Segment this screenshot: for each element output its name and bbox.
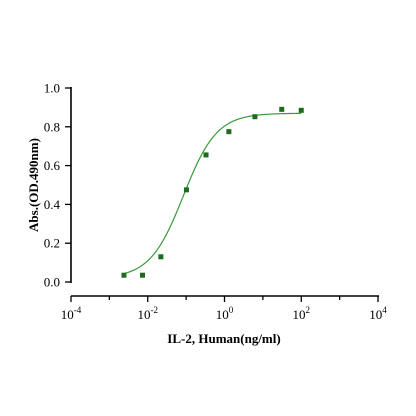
data-point <box>158 254 164 260</box>
x-tick-label: 100 <box>216 305 234 322</box>
y-tick-label: 0.0 <box>44 275 60 290</box>
y-tick-label: 0.2 <box>44 236 60 251</box>
plot-area <box>121 106 304 278</box>
data-point <box>252 114 258 120</box>
x-tick-exponent: 4 <box>382 305 387 315</box>
x-tick-base: 10 <box>61 307 74 322</box>
y-axis-title: Abs.(OD.490nm) <box>26 138 41 232</box>
data-point <box>226 129 232 135</box>
data-point <box>279 106 285 112</box>
y-ticks: 0.0 0.2 0.4 0.6 0.8 1.0 <box>44 81 71 290</box>
x-tick-label: 10-4 <box>61 305 82 322</box>
data-points <box>121 106 304 278</box>
x-tick-base: 10 <box>138 307 151 322</box>
x-tick-base: 10 <box>369 307 382 322</box>
x-tick-exponent: -4 <box>74 305 82 315</box>
y-tick-label: 0.6 <box>44 158 61 173</box>
x-ticks: 10-4 10-2 100 102 104 <box>61 296 387 322</box>
fit-curve <box>123 112 302 275</box>
x-tick-exponent: -2 <box>151 305 159 315</box>
data-point <box>140 272 146 278</box>
x-tick-label: 104 <box>369 305 387 322</box>
data-point <box>203 152 209 158</box>
data-point <box>183 187 189 193</box>
x-tick-label: 102 <box>293 305 311 322</box>
x-tick-base: 10 <box>216 307 229 322</box>
x-tick-label: 10-2 <box>138 305 159 322</box>
x-tick-exponent: 2 <box>306 305 311 315</box>
x-tick-base: 10 <box>293 307 306 322</box>
x-tick-exponent: 0 <box>229 305 234 315</box>
data-point <box>121 272 127 278</box>
axes: 0.00.20.40.60.81.0 10-4 10-2 100 102 104 <box>44 81 388 323</box>
y-tick-label: 0.8 <box>44 119 60 134</box>
x-axis-title: IL-2, Human(ng/ml) <box>167 331 280 346</box>
data-point <box>298 107 304 113</box>
y-tick-label: 1.0 <box>44 81 60 96</box>
y-tick-label: 0.4 <box>44 197 61 212</box>
